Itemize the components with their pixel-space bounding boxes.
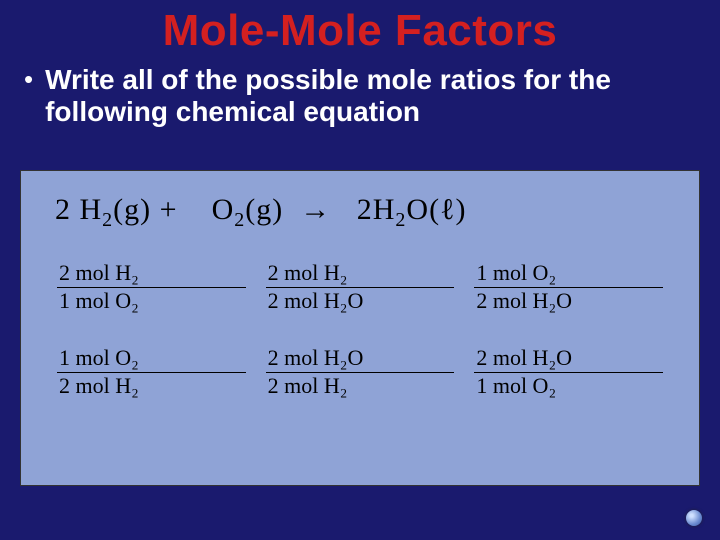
ratio-denominator: 1 mol O₂ — [474, 373, 663, 400]
chemical-equation: 2 H2(g) + O2(g) → 2H2O(ℓ) — [21, 171, 699, 240]
ratio-fraction: 1 mol O₂ 2 mol H₂O — [474, 260, 663, 315]
eq-term3-state: (ℓ) — [429, 193, 466, 226]
bullet-item: • Write all of the possible mole ratios … — [0, 56, 720, 128]
ratio-grid: 2 mol H₂ 1 mol O₂ 2 mol H₂ 2 mol H₂O 1 m… — [21, 240, 699, 400]
eq-coef1: 2 — [55, 193, 71, 226]
eq-arrow: → — [300, 193, 331, 226]
eq-term2-sub: 2 — [234, 209, 245, 231]
bullet-marker: • — [24, 64, 33, 94]
eq-term2-base: O — [212, 193, 235, 226]
ratio-numerator: 1 mol O₂ — [474, 260, 663, 288]
ratio-numerator: 2 mol H₂O — [474, 345, 663, 373]
equation-panel: 2 H2(g) + O2(g) → 2H2O(ℓ) 2 mol H₂ 1 mol… — [20, 170, 700, 486]
ratio-denominator: 1 mol O₂ — [57, 288, 246, 315]
globe-icon — [686, 510, 702, 526]
ratio-numerator: 2 mol H₂ — [57, 260, 246, 288]
eq-coef3: 2 — [357, 193, 373, 226]
ratio-numerator: 2 mol H₂O — [266, 345, 455, 373]
eq-term1-base: H — [80, 193, 103, 226]
eq-plus: + — [160, 193, 178, 226]
ratio-fraction: 1 mol O₂ 2 mol H₂ — [57, 345, 246, 400]
ratio-numerator: 2 mol H₂ — [266, 260, 455, 288]
eq-term3-compound: O — [406, 193, 429, 226]
eq-term3-sub: 2 — [395, 209, 406, 231]
ratio-denominator: 2 mol H₂ — [266, 373, 455, 400]
slide-title: Mole-Mole Factors — [0, 0, 720, 56]
ratio-fraction: 2 mol H₂ 2 mol H₂O — [266, 260, 455, 315]
eq-term3-base: H — [373, 193, 396, 226]
ratio-denominator: 2 mol H₂ — [57, 373, 246, 400]
ratio-numerator: 1 mol O₂ — [57, 345, 246, 373]
eq-term1-sub: 2 — [102, 209, 113, 231]
ratio-denominator: 2 mol H₂O — [266, 288, 455, 315]
eq-term1-state: (g) — [113, 193, 151, 226]
eq-term2-state: (g) — [245, 193, 283, 226]
ratio-fraction: 2 mol H₂O 2 mol H₂ — [266, 345, 455, 400]
ratio-fraction: 2 mol H₂ 1 mol O₂ — [57, 260, 246, 315]
ratio-fraction: 2 mol H₂O 1 mol O₂ — [474, 345, 663, 400]
ratio-denominator: 2 mol H₂O — [474, 288, 663, 315]
bullet-text: Write all of the possible mole ratios fo… — [45, 64, 700, 128]
